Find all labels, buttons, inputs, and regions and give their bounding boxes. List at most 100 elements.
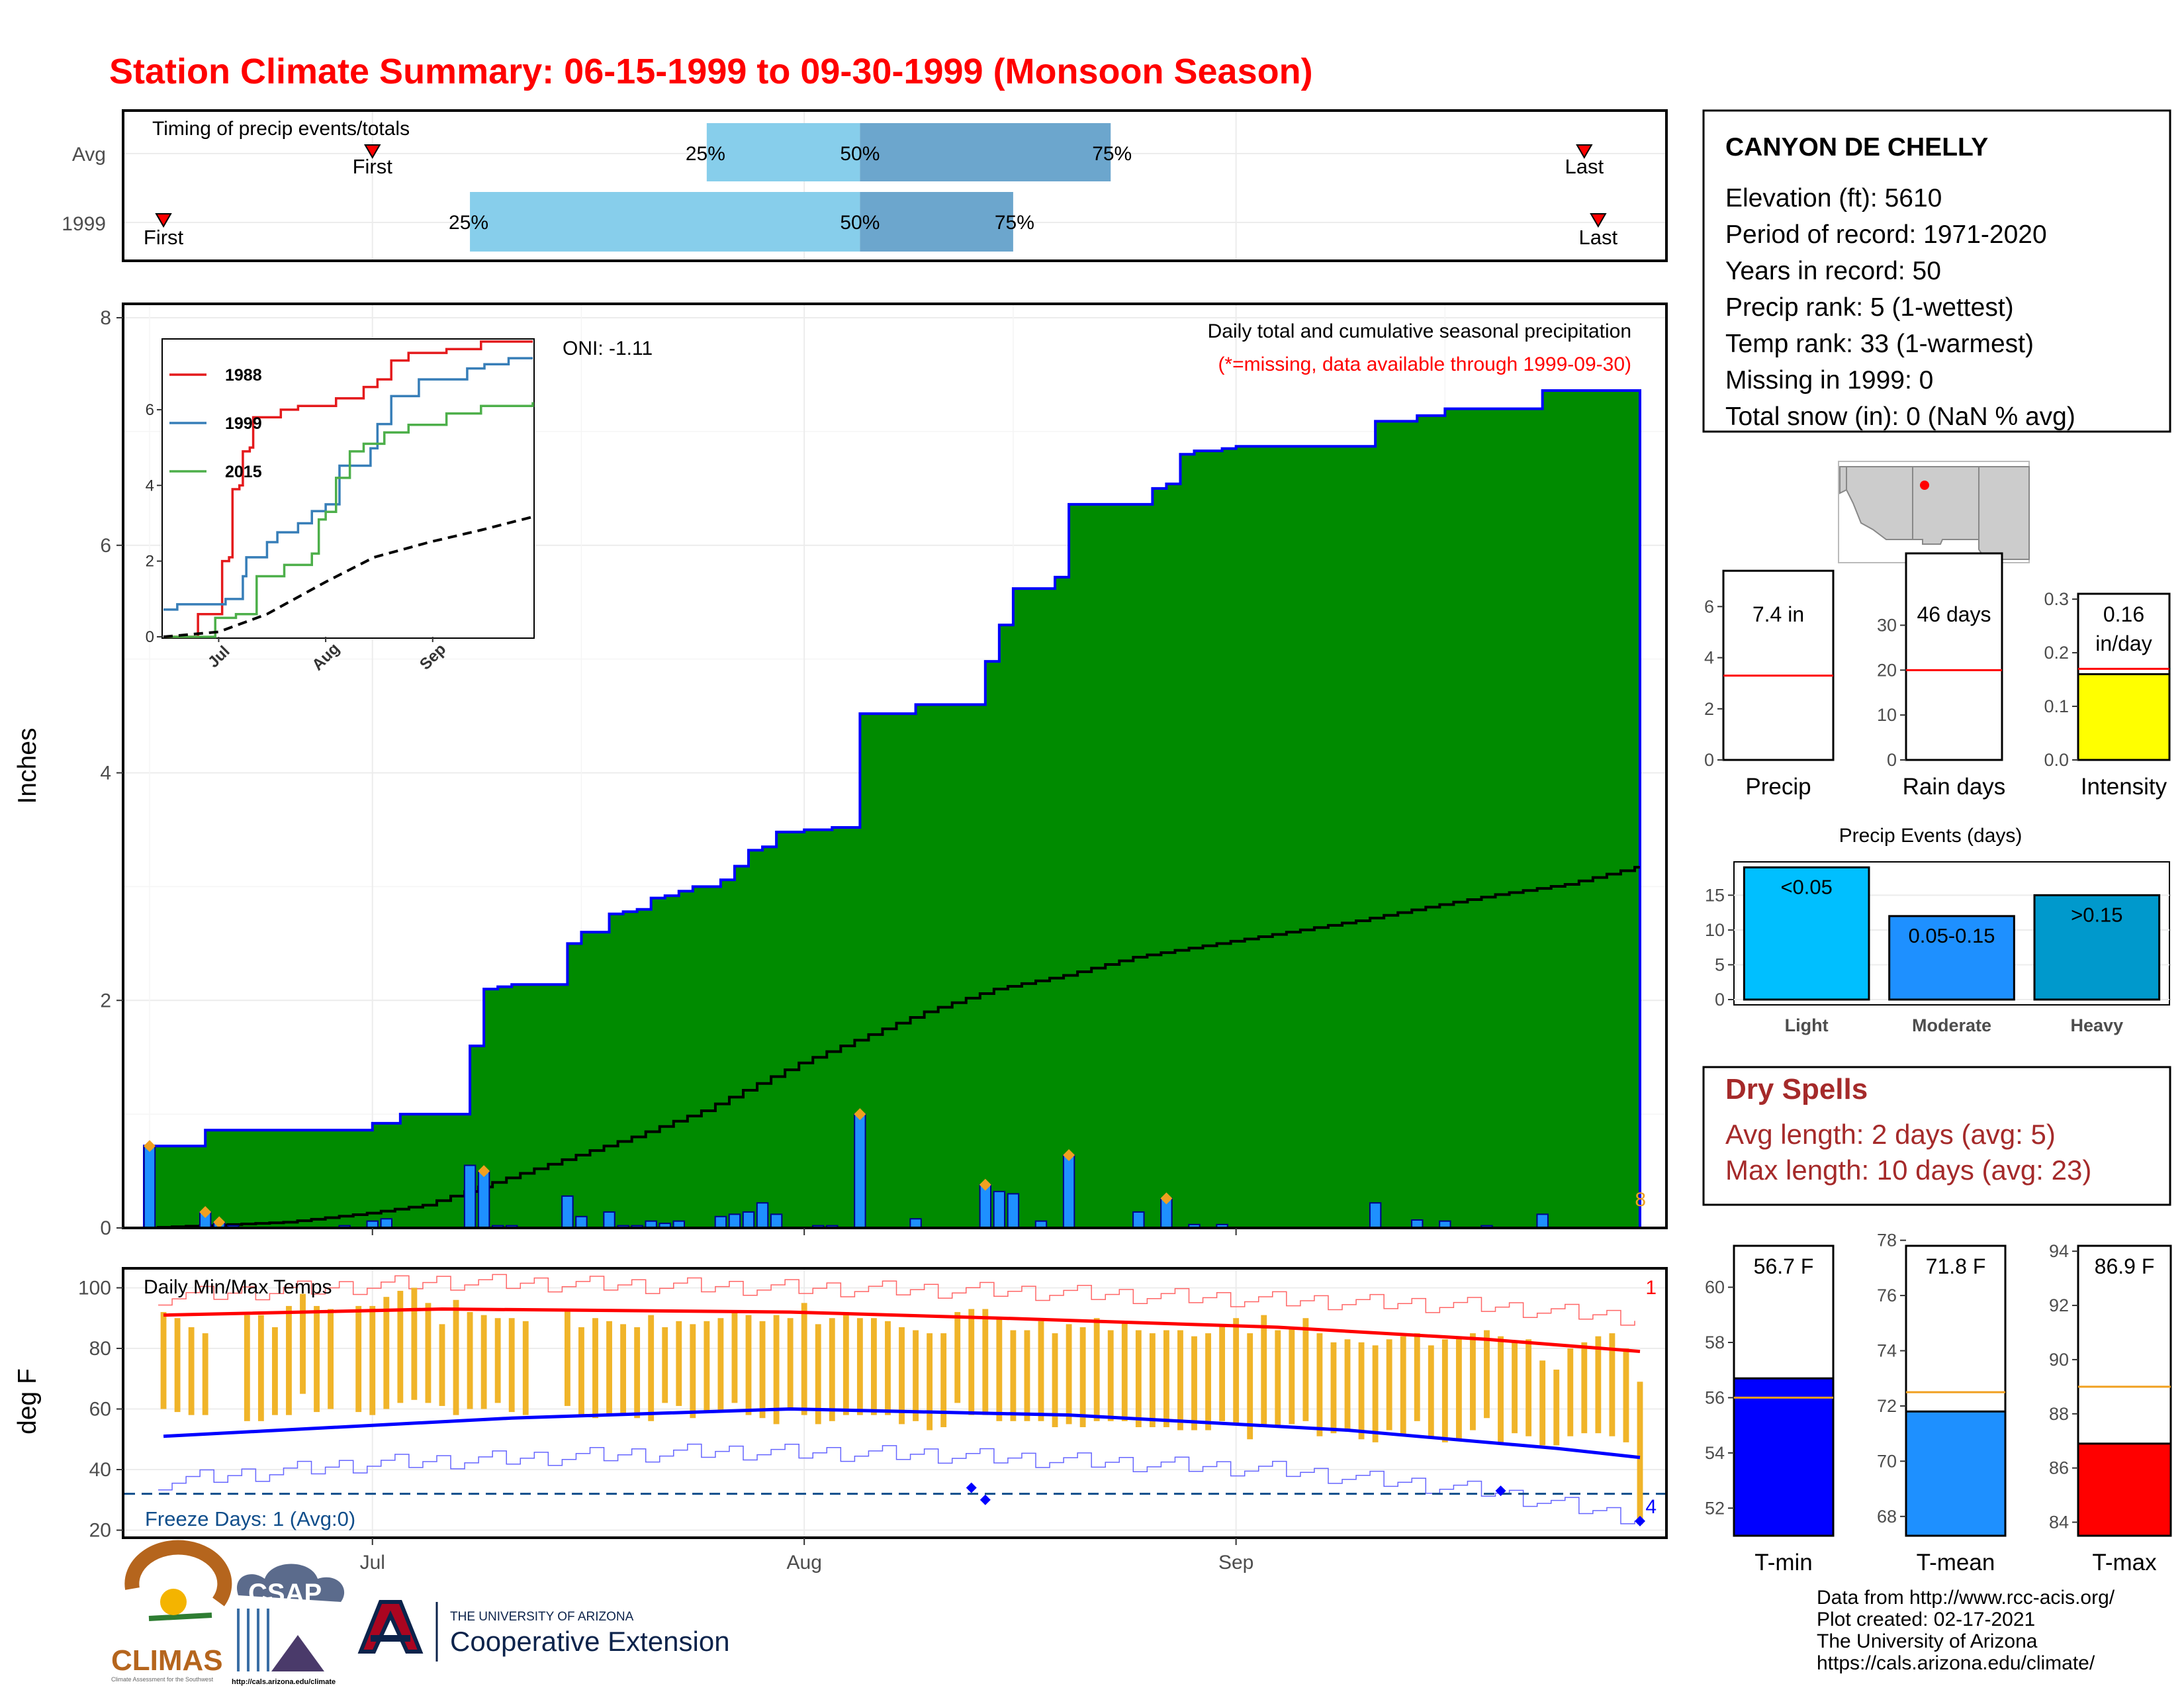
credits: Data from http://www.rcc-acis.org/ Plot … xyxy=(1817,1587,2115,1674)
daily-temp-bar xyxy=(1386,1339,1392,1430)
daily-temp-bar xyxy=(494,1318,501,1403)
station-years: Years in record: 50 xyxy=(1725,257,1941,285)
rain-days-summary: 0 10 20 30 46 days Rain days xyxy=(1877,552,2005,800)
dry-spells-max: Max length: 10 days (avg: 23) xyxy=(1725,1154,2091,1186)
daily-temp-bar xyxy=(1553,1370,1560,1446)
temp-x-tick: Sep xyxy=(1218,1552,1253,1573)
daily-temp-bar xyxy=(1455,1336,1462,1440)
daily-precip-bar xyxy=(714,1215,727,1229)
daily-temp-bar xyxy=(648,1315,655,1421)
summary-y-tick: 52 xyxy=(1705,1498,1725,1518)
daily-precip-bar xyxy=(575,1215,588,1229)
summary-y-tick: 94 xyxy=(2049,1241,2069,1261)
daily-temp-bar xyxy=(829,1318,835,1421)
daily-temp-bar xyxy=(1330,1342,1337,1434)
daily-temp-bar xyxy=(1024,1330,1030,1421)
quartile-50-75-bar xyxy=(860,192,1013,252)
daily-temp-bar xyxy=(425,1303,432,1403)
station-name: CANYON DE CHELLY xyxy=(1725,133,1988,162)
daily-precip-bar xyxy=(1062,1154,1075,1229)
events-bar-label: 0.05-0.15 xyxy=(1909,924,1995,947)
record-low-marker xyxy=(979,1494,991,1505)
daily-temp-bar xyxy=(1595,1336,1602,1434)
daily-temp-bar xyxy=(1428,1345,1434,1436)
timing-row-avg: 25% 50% 75% First Last xyxy=(353,123,1604,181)
daily-temp-bar xyxy=(439,1324,445,1406)
daily-temp-bar xyxy=(871,1318,877,1415)
daily-temp-bar xyxy=(578,1327,584,1415)
avg-min-line xyxy=(163,1407,1641,1460)
precip-y-tick: 8 xyxy=(100,307,111,329)
daily-temp-bar xyxy=(1512,1342,1518,1434)
precip-y-tick: 6 xyxy=(100,535,111,557)
events-category: Heavy xyxy=(2071,1015,2124,1035)
daily-precip-bar xyxy=(463,1164,477,1229)
avg-max-line xyxy=(163,1307,1641,1354)
summary-y-tick: 0 xyxy=(1704,750,1714,770)
record-day-marker xyxy=(1063,1149,1075,1161)
daily-temp-bar xyxy=(940,1333,947,1427)
first-event-marker xyxy=(364,144,381,159)
rain-days-value-bar xyxy=(1905,552,2003,761)
daily-temp-bar xyxy=(1637,1382,1643,1524)
temp-summary-panels: 52 54 56 58 60 56.7 F T-min 68 70 72 74 76 78 71.8 F T… xyxy=(1705,1231,2172,1575)
daily-temp-bar xyxy=(1219,1324,1226,1421)
last-event-label: Last xyxy=(1579,226,1618,249)
precip-events-title: Precip Events (days) xyxy=(1839,825,2023,847)
temp-x-tick: Aug xyxy=(787,1552,822,1573)
timing-row-avg-label: Avg xyxy=(72,144,106,165)
daily-temp-bar xyxy=(508,1318,515,1413)
events-bar-light xyxy=(1743,866,1870,1001)
inset-series-avg xyxy=(163,515,533,638)
ua-big-text: Cooperative Extension xyxy=(450,1626,730,1657)
daily-temp-bar xyxy=(522,1321,529,1415)
daily-temp-bar xyxy=(1344,1339,1351,1430)
temp-x-tick: Jul xyxy=(360,1552,385,1573)
tmin-value-bar xyxy=(1733,1377,1835,1537)
summary-y-tick: 0.1 xyxy=(2044,696,2069,716)
record-day-marker xyxy=(979,1178,991,1191)
daily-temp-bar xyxy=(257,1315,264,1421)
ua-small-text: THE UNIVERSITY OF ARIZONA xyxy=(450,1610,634,1624)
daily-temp-bar xyxy=(899,1327,905,1425)
summary-y-tick: 30 xyxy=(1877,615,1897,635)
daily-temp-bar xyxy=(1275,1330,1281,1427)
temp-ylabel: deg F xyxy=(13,1368,42,1434)
summary-y-tick: 0.0 xyxy=(2044,750,2069,770)
record-day-marker xyxy=(144,1140,156,1152)
daily-temp-bar xyxy=(620,1324,627,1415)
daily-temp-bar xyxy=(202,1333,208,1415)
precip-y-tick: 4 xyxy=(100,763,111,784)
daily-precip-bar xyxy=(561,1195,574,1229)
csap-logo-text: CSAP xyxy=(248,1579,322,1608)
intensity-value-unit: in/day xyxy=(2095,632,2152,655)
daily-temp-bar xyxy=(842,1312,849,1415)
precip-corner-count: 8 xyxy=(1635,1189,1646,1211)
inset-y-tick: 6 xyxy=(146,401,154,419)
daily-temp-bar xyxy=(856,1318,863,1415)
daily-temp-bar xyxy=(690,1324,696,1419)
inset-y-tick: 4 xyxy=(146,477,154,494)
inset-legend-label: 1988 xyxy=(225,366,262,385)
tmax-axis-label: T-max xyxy=(2092,1550,2157,1575)
daily-temp-bar xyxy=(1205,1333,1211,1430)
events-y-tick: 10 xyxy=(1705,920,1725,940)
events-category: Light xyxy=(1785,1015,1829,1035)
daily-temp-bar xyxy=(676,1321,682,1406)
events-y-tick: 15 xyxy=(1705,885,1725,905)
daily-temp-bar xyxy=(1261,1315,1267,1425)
temp-y-tick: 100 xyxy=(78,1277,111,1299)
precip-summary: 0 2 4 6 7.4 in Precip xyxy=(1704,569,1835,800)
station-location-dot xyxy=(1920,481,1929,490)
credit-university: The University of Arizona xyxy=(1817,1630,2038,1652)
daily-precip-bar xyxy=(477,1170,490,1229)
daily-temp-bar xyxy=(1400,1336,1406,1436)
precip-panel-label: Daily total and cumulative seasonal prec… xyxy=(1208,320,1631,342)
precip-y-tick: 0 xyxy=(100,1217,111,1239)
summary-y-tick: 74 xyxy=(1877,1341,1897,1361)
daily-temp-bar xyxy=(272,1327,278,1415)
events-bar-moderate xyxy=(1888,915,2015,1001)
summary-y-tick: 84 xyxy=(2049,1513,2069,1532)
precip-events-chart: Precip Events (days) 0 5 10 15 <0.05 Light 0.0… xyxy=(1705,825,2170,1035)
